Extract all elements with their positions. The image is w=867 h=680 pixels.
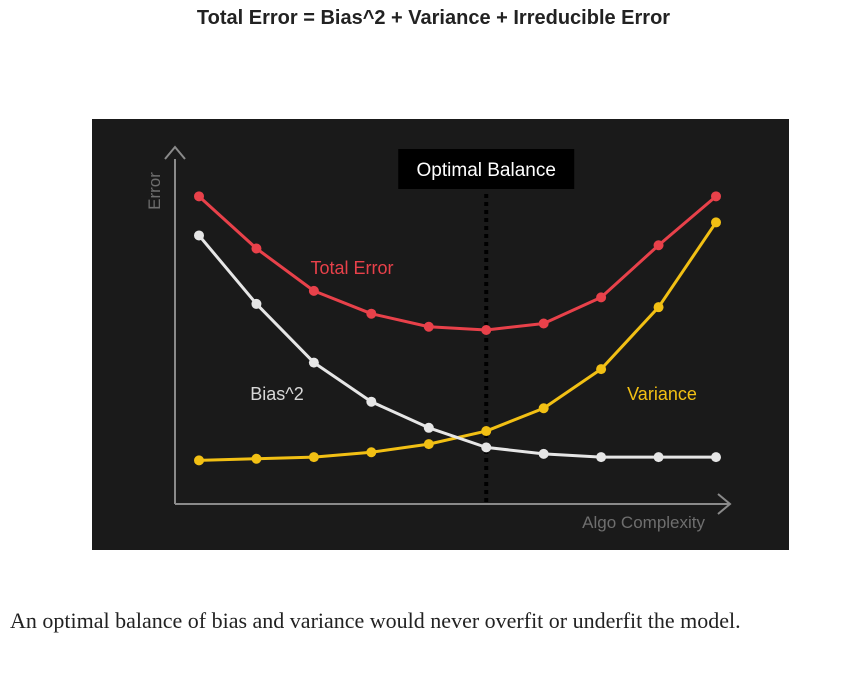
y-axis: Error [145, 145, 186, 504]
data-point-bias-2-5 [423, 422, 434, 433]
y-axis-label: Error [145, 172, 164, 210]
data-point-variance-7 [538, 403, 549, 414]
data-point-total-error-4 [366, 308, 377, 319]
optimal-label-box [398, 149, 575, 189]
chart-title: Total Error = Bias^2 + Variance + Irredu… [196, 7, 671, 29]
data-point-variance-3 [308, 452, 319, 463]
data-point-bias-2-6 [481, 442, 492, 453]
data-point-bias-2-10 [711, 452, 721, 463]
data-point-variance-10 [711, 217, 721, 228]
data-point-total-error-9 [653, 240, 664, 251]
x-axis: Algo Complexity [175, 493, 732, 532]
data-point-bias-2-9 [653, 452, 664, 463]
bias-variance-chart: Error Algo Complexity Optimal Balance To… [145, 145, 732, 532]
caption-text: An optimal balance of bias and variance … [10, 608, 741, 633]
data-point-total-error-7 [538, 318, 549, 329]
data-point-variance-4 [366, 447, 377, 458]
data-point-bias-2-2 [251, 298, 262, 309]
data-point-bias-2-3 [308, 357, 319, 368]
data-point-variance-8 [596, 364, 607, 375]
chart-panel: Error Algo Complexity Optimal Balance To… [92, 119, 789, 550]
data-point-total-error-8 [596, 292, 607, 303]
series-label-bias: Bias^2 [250, 384, 303, 404]
series-line-total-error [197, 195, 717, 332]
data-point-bias-2-1 [194, 230, 204, 241]
data-point-bias-2-4 [366, 396, 377, 407]
data-point-total-error-10 [711, 191, 721, 202]
x-axis-label: Algo Complexity [582, 513, 705, 532]
series-line-bias-2 [197, 234, 716, 459]
series-label-variance: Variance [627, 384, 697, 404]
optimal-label: Optimal Balance [417, 160, 556, 181]
data-point-total-error-2 [251, 243, 262, 254]
data-point-total-error-3 [308, 285, 319, 296]
data-point-variance-2 [251, 453, 262, 464]
data-point-variance-1 [194, 455, 204, 466]
series-line-variance [198, 221, 718, 462]
series-layer [194, 191, 721, 466]
data-point-variance-5 [423, 439, 434, 450]
x-axis-arrow-icon [717, 493, 732, 515]
data-point-total-error-5 [423, 321, 434, 332]
data-point-variance-9 [653, 302, 664, 313]
y-axis-arrow-icon [164, 145, 186, 160]
series-label-total-error: Total Error [310, 258, 393, 278]
data-point-bias-2-8 [596, 452, 607, 463]
data-point-variance-6 [481, 426, 492, 437]
data-point-total-error-6 [481, 325, 492, 335]
data-point-total-error-1 [194, 191, 204, 202]
data-point-bias-2-7 [538, 448, 549, 459]
optimal-marker: Optimal Balance [398, 149, 575, 504]
